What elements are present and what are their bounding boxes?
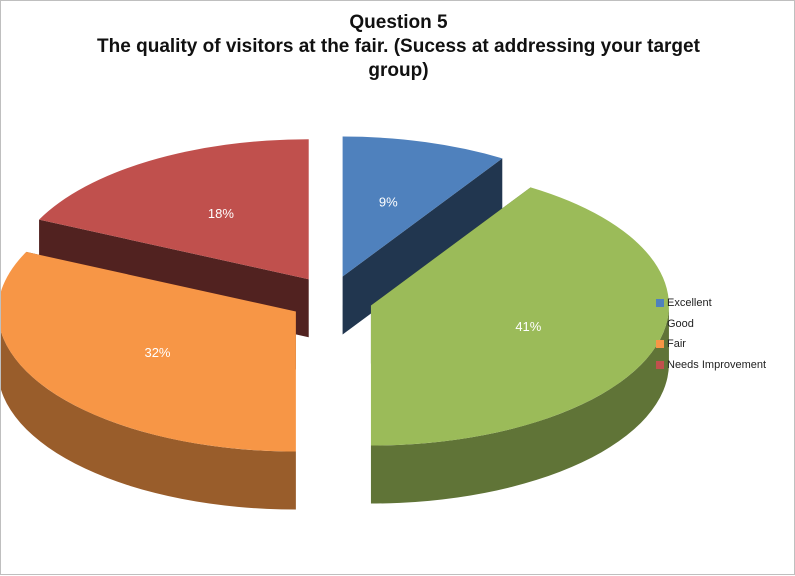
data-label-good: 41% bbox=[515, 319, 541, 334]
legend-swatch-excellent bbox=[656, 299, 664, 308]
legend-label-fair: Fair bbox=[667, 338, 686, 351]
legend-item-good: Good bbox=[656, 314, 766, 335]
data-label-needs-improvement: 18% bbox=[208, 206, 234, 221]
pie-slice-fair bbox=[1, 251, 296, 452]
data-label-fair: 32% bbox=[144, 345, 170, 360]
pie-slice-needs-improvement bbox=[39, 139, 309, 280]
legend-item-fair: Fair bbox=[656, 334, 766, 355]
pie-slice-excellent bbox=[342, 136, 503, 277]
chart-title-block: Question 5 The quality of visitors at th… bbox=[1, 11, 795, 83]
pie-slice-side-good bbox=[370, 305, 669, 504]
chart-legend: Excellent Good Fair Needs Improvement bbox=[656, 293, 766, 375]
data-label-excellent: 9% bbox=[379, 195, 398, 210]
chart-subtitle: The quality of visitors at the fair. (Su… bbox=[97, 36, 700, 81]
pie-slice-wall-excellent-1 bbox=[342, 158, 503, 335]
legend-label-needs-improvement: Needs Improvement bbox=[667, 358, 767, 371]
legend-label-excellent: Excellent bbox=[667, 297, 712, 310]
legend-item-excellent: Excellent bbox=[656, 293, 766, 314]
legend-item-needs-improvement: Needs Improvement bbox=[656, 355, 766, 376]
pie-slice-side-fair bbox=[1, 331, 296, 510]
legend-swatch-needs-improvement bbox=[656, 360, 664, 369]
legend-swatch-fair bbox=[656, 340, 664, 349]
chart-title: Question 5 bbox=[349, 12, 448, 33]
legend-label-good: Good bbox=[667, 317, 694, 330]
pie-slice-good bbox=[370, 187, 669, 446]
legend-swatch-good bbox=[656, 319, 664, 328]
